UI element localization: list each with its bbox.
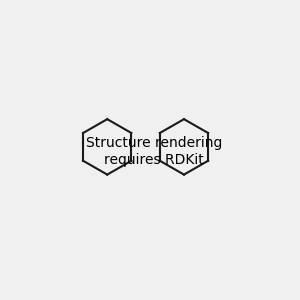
- Text: Structure rendering
requires RDKit: Structure rendering requires RDKit: [85, 136, 222, 166]
